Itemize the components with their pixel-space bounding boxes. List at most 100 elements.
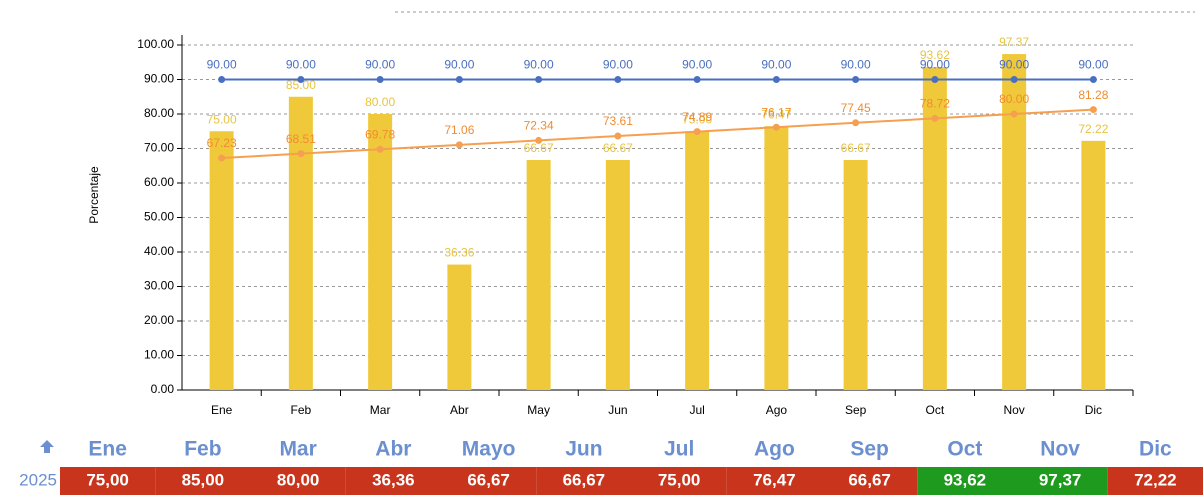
table-cell bbox=[822, 467, 918, 495]
line-value-label: 74.89 bbox=[682, 110, 712, 124]
line-value-label: 90.00 bbox=[682, 58, 712, 72]
cell-value: 80,00 bbox=[277, 470, 320, 489]
x-tick-label: Abr bbox=[450, 403, 469, 417]
y-tick-label: 70.00 bbox=[144, 141, 174, 155]
x-tick-label: Jul bbox=[689, 403, 704, 417]
y-tick-label: 100.00 bbox=[137, 37, 174, 51]
table-header: Jun bbox=[565, 438, 602, 461]
line-value-label: 90.00 bbox=[999, 58, 1029, 72]
cell-value: 85,00 bbox=[182, 470, 225, 489]
y-tick-label: 0.00 bbox=[151, 382, 175, 396]
table-header: Feb bbox=[184, 438, 221, 461]
point bbox=[693, 128, 701, 136]
point bbox=[614, 76, 622, 83]
line-value-label: 90.00 bbox=[286, 58, 316, 72]
x-tick-label: Sep bbox=[845, 403, 867, 417]
point bbox=[931, 114, 939, 122]
line-value-label: 81.28 bbox=[1078, 88, 1108, 102]
point bbox=[535, 76, 543, 83]
bar-value-label: 80.00 bbox=[365, 95, 395, 109]
table-cell bbox=[1012, 467, 1108, 495]
bar-value-label: 75.00 bbox=[682, 112, 712, 126]
x-tick-label: May bbox=[527, 403, 550, 417]
bar bbox=[288, 96, 313, 390]
table-header: Mayo bbox=[462, 438, 516, 461]
table-cell bbox=[726, 467, 822, 495]
point bbox=[852, 76, 860, 83]
bar-value-label: 66.67 bbox=[603, 141, 633, 155]
home-icon bbox=[40, 440, 54, 453]
bar bbox=[764, 126, 789, 390]
table-cell bbox=[155, 467, 251, 495]
line-value-label: 68.51 bbox=[286, 132, 316, 146]
bar bbox=[209, 131, 234, 390]
bar-value-label: 85.00 bbox=[286, 78, 316, 92]
line-value-label: 76.17 bbox=[761, 105, 791, 119]
y-tick-label: 20.00 bbox=[144, 313, 174, 327]
bar-value-label: 72.22 bbox=[1078, 122, 1108, 136]
table-header: Abr bbox=[375, 438, 411, 461]
line-value-label: 72.34 bbox=[524, 119, 554, 133]
table-cell bbox=[917, 467, 1013, 495]
bar bbox=[447, 264, 472, 390]
y-axis-label: Porcentaje bbox=[87, 166, 101, 224]
table-cell bbox=[631, 467, 727, 495]
x-tick-label: Ene bbox=[211, 403, 233, 417]
y-tick-label: 50.00 bbox=[144, 210, 174, 224]
x-tick-label: Jun bbox=[608, 403, 627, 417]
x-tick-label: Nov bbox=[1003, 403, 1024, 417]
y-tick-label: 90.00 bbox=[144, 72, 174, 86]
table-cell bbox=[250, 467, 346, 495]
x-tick-label: Dic bbox=[1085, 403, 1102, 417]
x-tick-label: Ago bbox=[766, 403, 788, 417]
table-header: Sep bbox=[850, 438, 889, 461]
bar-value-label: 76.47 bbox=[761, 107, 791, 121]
line-value-label: 71.06 bbox=[444, 123, 474, 137]
bar bbox=[1002, 54, 1027, 391]
table-header: Jul bbox=[664, 438, 694, 461]
row-label: 2025 bbox=[19, 470, 57, 489]
line-value-label: 77.45 bbox=[841, 101, 871, 115]
line-value-label: 69.78 bbox=[365, 127, 395, 141]
line-value-label: 80.00 bbox=[999, 92, 1029, 106]
point bbox=[455, 141, 463, 149]
table-cell bbox=[60, 467, 156, 495]
line-value-label: 67.23 bbox=[207, 136, 237, 150]
point bbox=[455, 76, 463, 83]
bar-value-label: 97.37 bbox=[999, 35, 1029, 49]
point bbox=[297, 150, 305, 158]
cell-value: 66,67 bbox=[563, 470, 606, 489]
bar-value-label: 93.62 bbox=[920, 48, 950, 62]
line-value-label: 90.00 bbox=[524, 58, 554, 72]
cell-value: 36,36 bbox=[372, 470, 415, 489]
point bbox=[852, 119, 860, 127]
point bbox=[535, 136, 543, 144]
bar bbox=[1081, 140, 1106, 390]
line bbox=[221, 108, 1094, 160]
table-cell bbox=[1107, 467, 1203, 495]
cell-value: 76,47 bbox=[753, 470, 796, 489]
table-header: Oct bbox=[947, 438, 982, 461]
point bbox=[614, 132, 622, 140]
table-header: Ene bbox=[88, 438, 127, 461]
line-value-label: 90.00 bbox=[603, 58, 633, 72]
line-value-label: 73.61 bbox=[603, 114, 633, 128]
point bbox=[218, 76, 226, 83]
table-cell bbox=[536, 467, 632, 495]
point bbox=[376, 145, 384, 153]
table-header: Nov bbox=[1040, 438, 1080, 461]
table-cell bbox=[441, 467, 537, 495]
table-header: Mar bbox=[279, 438, 316, 461]
table-header: Dic bbox=[1139, 438, 1172, 461]
point bbox=[376, 76, 384, 83]
point bbox=[1010, 110, 1018, 118]
bar bbox=[605, 159, 630, 390]
x-tick-label: Feb bbox=[291, 403, 312, 417]
bar bbox=[368, 114, 393, 390]
cell-value: 97,37 bbox=[1039, 470, 1082, 489]
cell-value: 66,67 bbox=[848, 470, 891, 489]
bar bbox=[843, 159, 868, 390]
point bbox=[931, 76, 939, 83]
x-tick-label: Mar bbox=[370, 403, 391, 417]
